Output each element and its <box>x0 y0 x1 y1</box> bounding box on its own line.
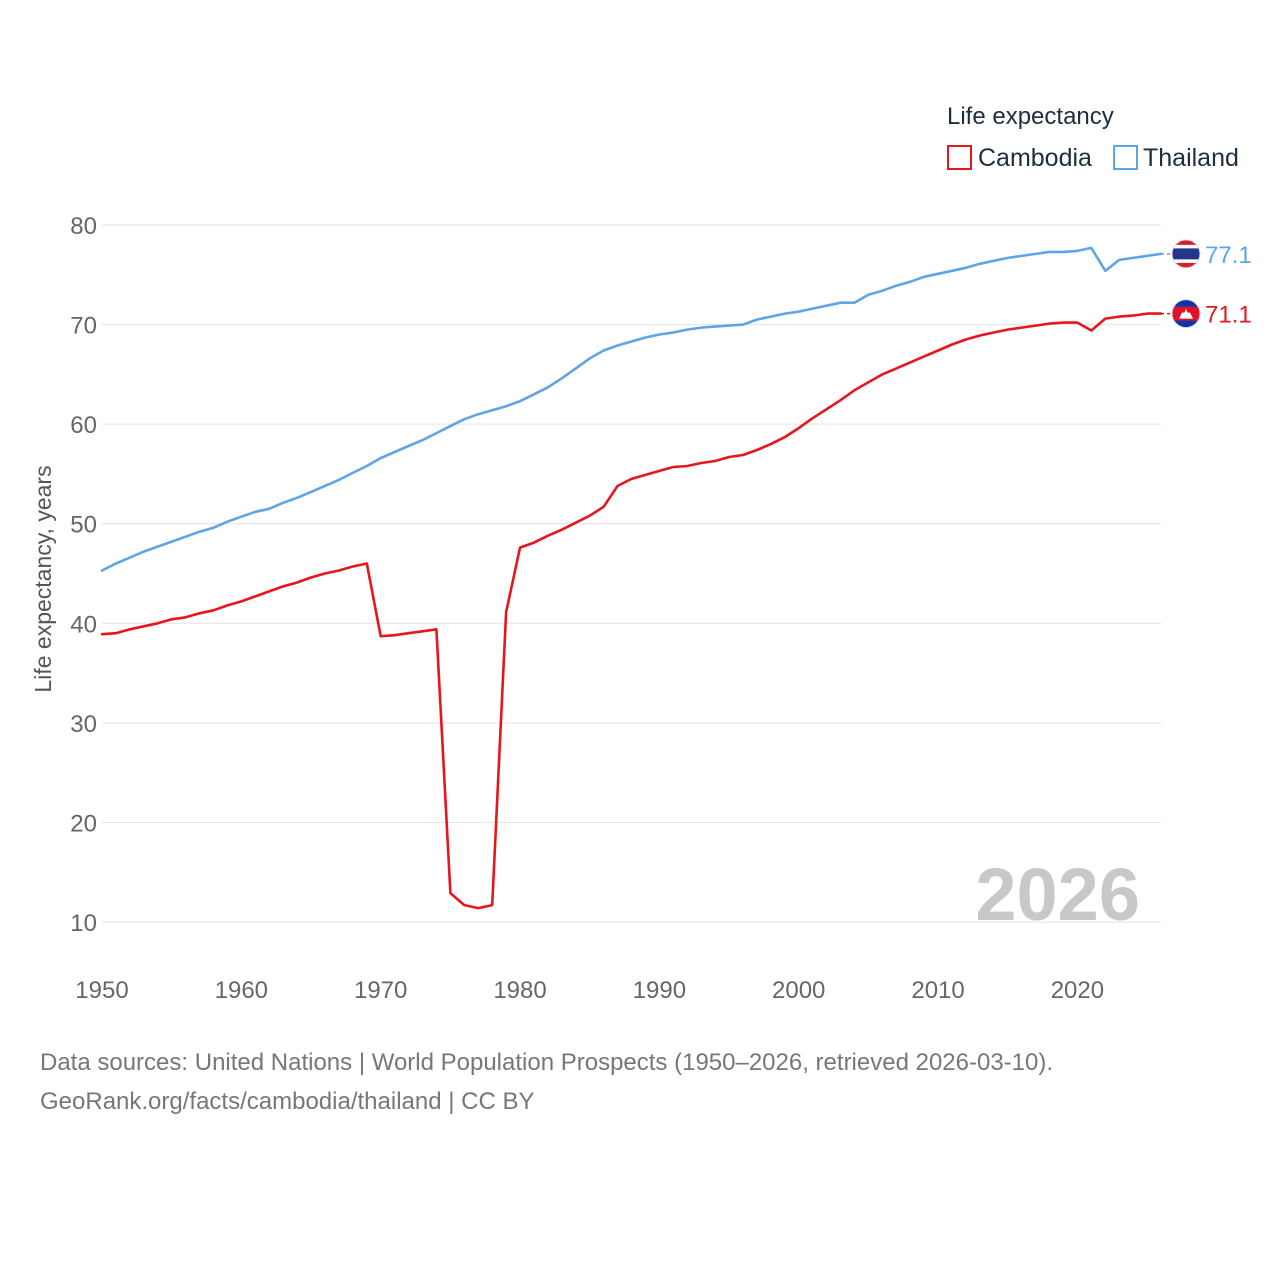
legend-title: Life expectancy <box>947 103 1114 130</box>
x-tick-label-1950: 1950 <box>75 977 128 1004</box>
legend-swatch-cambodia <box>947 145 972 170</box>
y-tick-label-60: 60 <box>70 412 97 439</box>
x-tick-label-2010: 2010 <box>911 977 964 1004</box>
y-tick-label-10: 10 <box>70 910 97 937</box>
end-labels: 71.1 77.1 <box>1161 239 1252 329</box>
series-line-cambodia[interactable] <box>100 312 1163 910</box>
end-value-label-cambodia: 71.1 <box>1205 302 1252 329</box>
cambodia-flag-icon <box>1172 299 1200 328</box>
gridlines <box>102 224 1161 923</box>
legend: Life expectancy Cambodia Thailand <box>947 103 1239 172</box>
legend-swatch-thailand <box>1113 145 1138 170</box>
y-tick-label-70: 70 <box>70 313 97 340</box>
y-tick-label-80: 80 <box>70 213 97 240</box>
thailand-flag-icon <box>1172 239 1200 268</box>
legend-item-cambodia[interactable]: Cambodia <box>947 144 1092 172</box>
y-tick-label-40: 40 <box>70 611 97 638</box>
x-tick-label-2000: 2000 <box>772 977 825 1004</box>
legend-item-thailand[interactable]: Thailand <box>1113 144 1239 172</box>
series-line-thailand[interactable] <box>100 246 1163 572</box>
x-tick-label-1960: 1960 <box>215 977 268 1004</box>
x-tick-label-2020: 2020 <box>1051 977 1104 1004</box>
y-tick-label-50: 50 <box>70 512 97 539</box>
x-tick-label-1990: 1990 <box>633 977 686 1004</box>
series-lines <box>100 246 1163 910</box>
legend-label-cambodia: Cambodia <box>978 144 1092 172</box>
x-tick-label-1980: 1980 <box>493 977 546 1004</box>
source-line-2: GeoRank.org/facts/cambodia/thailand | CC… <box>40 1088 535 1115</box>
end-value-label-thailand: 77.1 <box>1205 242 1252 269</box>
y-axis-title: Life expectancy, years <box>30 465 56 692</box>
y-tick-label-30: 30 <box>70 711 97 738</box>
axis-ticks: 10 20 30 40 50 60 70 80 1950 1960 1970 1980 1990 2000… <box>70 213 1104 1004</box>
cambodia-flag-ring <box>1171 299 1201 329</box>
thailand-flag-ring <box>1171 239 1201 269</box>
data-source-note: Data sources: United Nations | World Pop… <box>40 1043 1240 1121</box>
source-line-1: Data sources: United Nations | World Pop… <box>40 1049 1054 1076</box>
legend-label-thailand: Thailand <box>1143 144 1239 172</box>
year-watermark: 2026 <box>975 853 1140 936</box>
x-tick-label-1970: 1970 <box>354 977 407 1004</box>
y-tick-label-20: 20 <box>70 810 97 837</box>
